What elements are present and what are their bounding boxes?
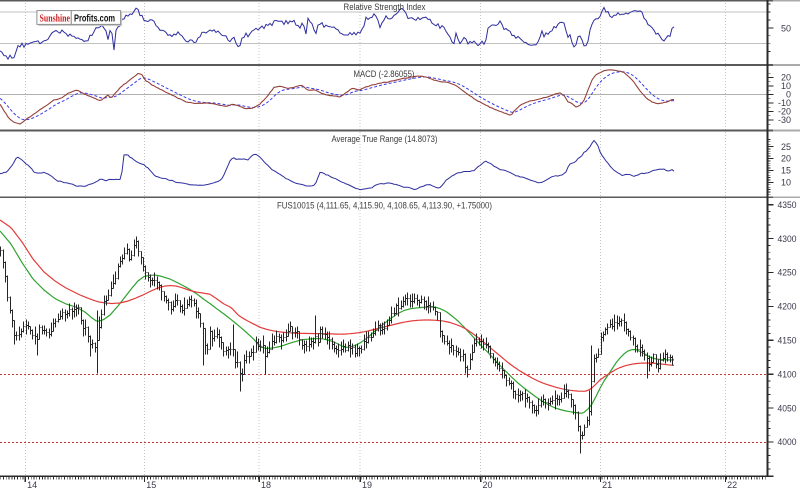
svg-text:18: 18	[261, 480, 271, 489]
svg-text:4250: 4250	[778, 268, 797, 278]
svg-text:50: 50	[781, 23, 791, 33]
svg-text:22: 22	[727, 480, 737, 489]
svg-text:20: 20	[483, 480, 493, 489]
svg-text:19: 19	[362, 480, 372, 489]
svg-text:4350: 4350	[778, 200, 797, 210]
svg-text:-20: -20	[778, 107, 791, 117]
svg-text:4100: 4100	[778, 369, 797, 379]
svg-text:14: 14	[27, 480, 37, 489]
svg-text:20: 20	[781, 154, 791, 164]
svg-text:Relative Strength Index: Relative Strength Index	[344, 2, 427, 12]
svg-text:Profits.com: Profits.com	[74, 14, 115, 25]
svg-text:4300: 4300	[778, 234, 797, 244]
svg-text:Average True Range (14.8073): Average True Range (14.8073)	[332, 134, 438, 144]
svg-text:-30: -30	[778, 115, 791, 125]
svg-text:4150: 4150	[778, 336, 797, 346]
svg-text:15: 15	[781, 166, 791, 176]
svg-text:Sunshine: Sunshine	[40, 14, 71, 25]
svg-text:4000: 4000	[778, 437, 797, 447]
svg-text:0: 0	[786, 90, 791, 100]
svg-text:21: 21	[602, 480, 612, 489]
svg-text:20: 20	[781, 73, 791, 83]
svg-text:-10: -10	[778, 98, 791, 108]
svg-text:MACD (-2.86055): MACD (-2.86055)	[354, 69, 415, 79]
svg-text:4200: 4200	[778, 302, 797, 312]
svg-text:FUS10015 (4,111.65, 4,115.90,: FUS10015 (4,111.65, 4,115.90, 4,108.65, …	[277, 201, 492, 211]
svg-text:15: 15	[146, 480, 156, 489]
svg-text:4050: 4050	[778, 403, 797, 413]
svg-text:25: 25	[781, 142, 791, 152]
svg-text:10: 10	[781, 178, 791, 188]
svg-text:10: 10	[781, 81, 791, 91]
